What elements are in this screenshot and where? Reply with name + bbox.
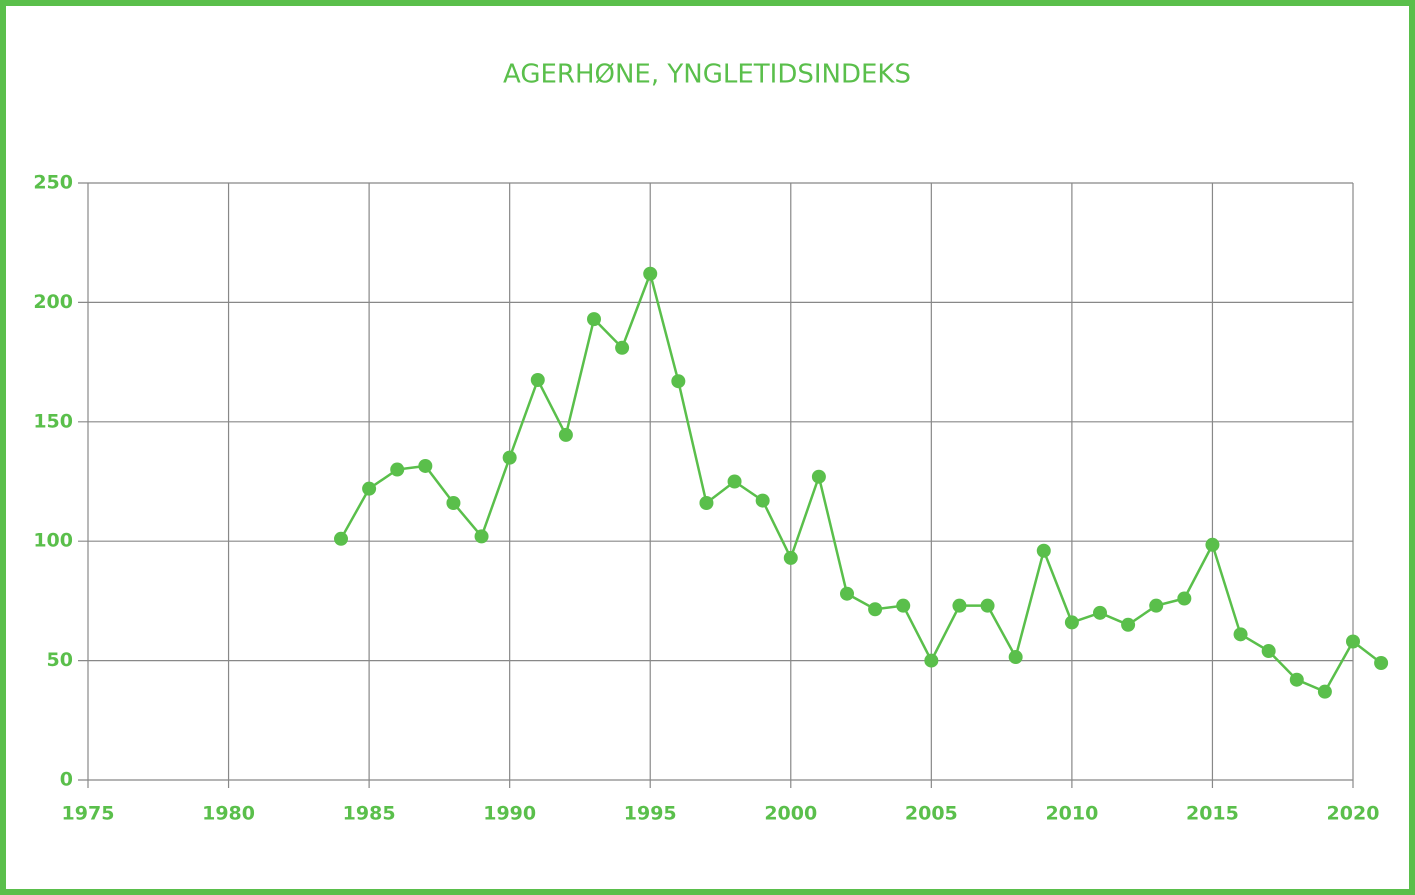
point (530, 373, 545, 388)
point (1317, 684, 1332, 699)
point (896, 598, 911, 613)
chart-title: AGERHØNE, YNGLETIDSINDEKS (503, 60, 911, 90)
x-tick-label: 1985 (343, 803, 396, 825)
point (474, 529, 489, 544)
point (1149, 598, 1164, 613)
point (783, 550, 798, 565)
x-tick-label: 1975 (62, 803, 115, 825)
point (1233, 627, 1248, 642)
y-tick-label: 100 (33, 530, 73, 552)
point (1121, 617, 1136, 632)
point (1205, 537, 1220, 552)
point (1064, 615, 1079, 630)
point (671, 374, 686, 389)
point (868, 602, 883, 617)
x-tick-label: 2015 (1186, 803, 1239, 825)
point (334, 531, 348, 546)
y-tick-label: 50 (47, 649, 73, 671)
point (1374, 655, 1389, 670)
y-tick-label: 250 (33, 172, 73, 194)
point (1036, 543, 1051, 558)
x-tick-label: 2020 (1327, 803, 1380, 825)
y-tick-label: 150 (33, 410, 73, 432)
point (362, 481, 377, 496)
point (390, 462, 405, 477)
point (699, 495, 714, 510)
line (339, 269, 1382, 694)
y-tick-label: 200 (33, 291, 73, 313)
y-tick-label: 0 (60, 769, 73, 791)
x-tick-label: 2000 (764, 803, 817, 825)
point (587, 312, 601, 327)
point (1289, 672, 1304, 687)
point (1177, 591, 1192, 606)
point (1261, 644, 1276, 659)
x-tick-label: 2005 (905, 803, 958, 825)
point (755, 493, 770, 508)
point (840, 586, 854, 601)
point (1008, 650, 1023, 665)
point (727, 474, 742, 489)
point (980, 598, 995, 613)
point (1346, 634, 1360, 649)
x-tick-label: 1990 (483, 803, 536, 825)
point (952, 598, 967, 613)
point (924, 653, 939, 668)
point (811, 469, 826, 484)
x-tick-label: 2010 (1045, 803, 1098, 825)
point (418, 458, 433, 473)
x-tick-label: 1995 (624, 803, 677, 825)
point (558, 427, 573, 442)
point (615, 340, 630, 355)
point (1093, 605, 1107, 620)
point (502, 450, 517, 465)
x-tick-label: 1980 (202, 803, 255, 825)
point (643, 266, 658, 281)
point (446, 495, 461, 510)
